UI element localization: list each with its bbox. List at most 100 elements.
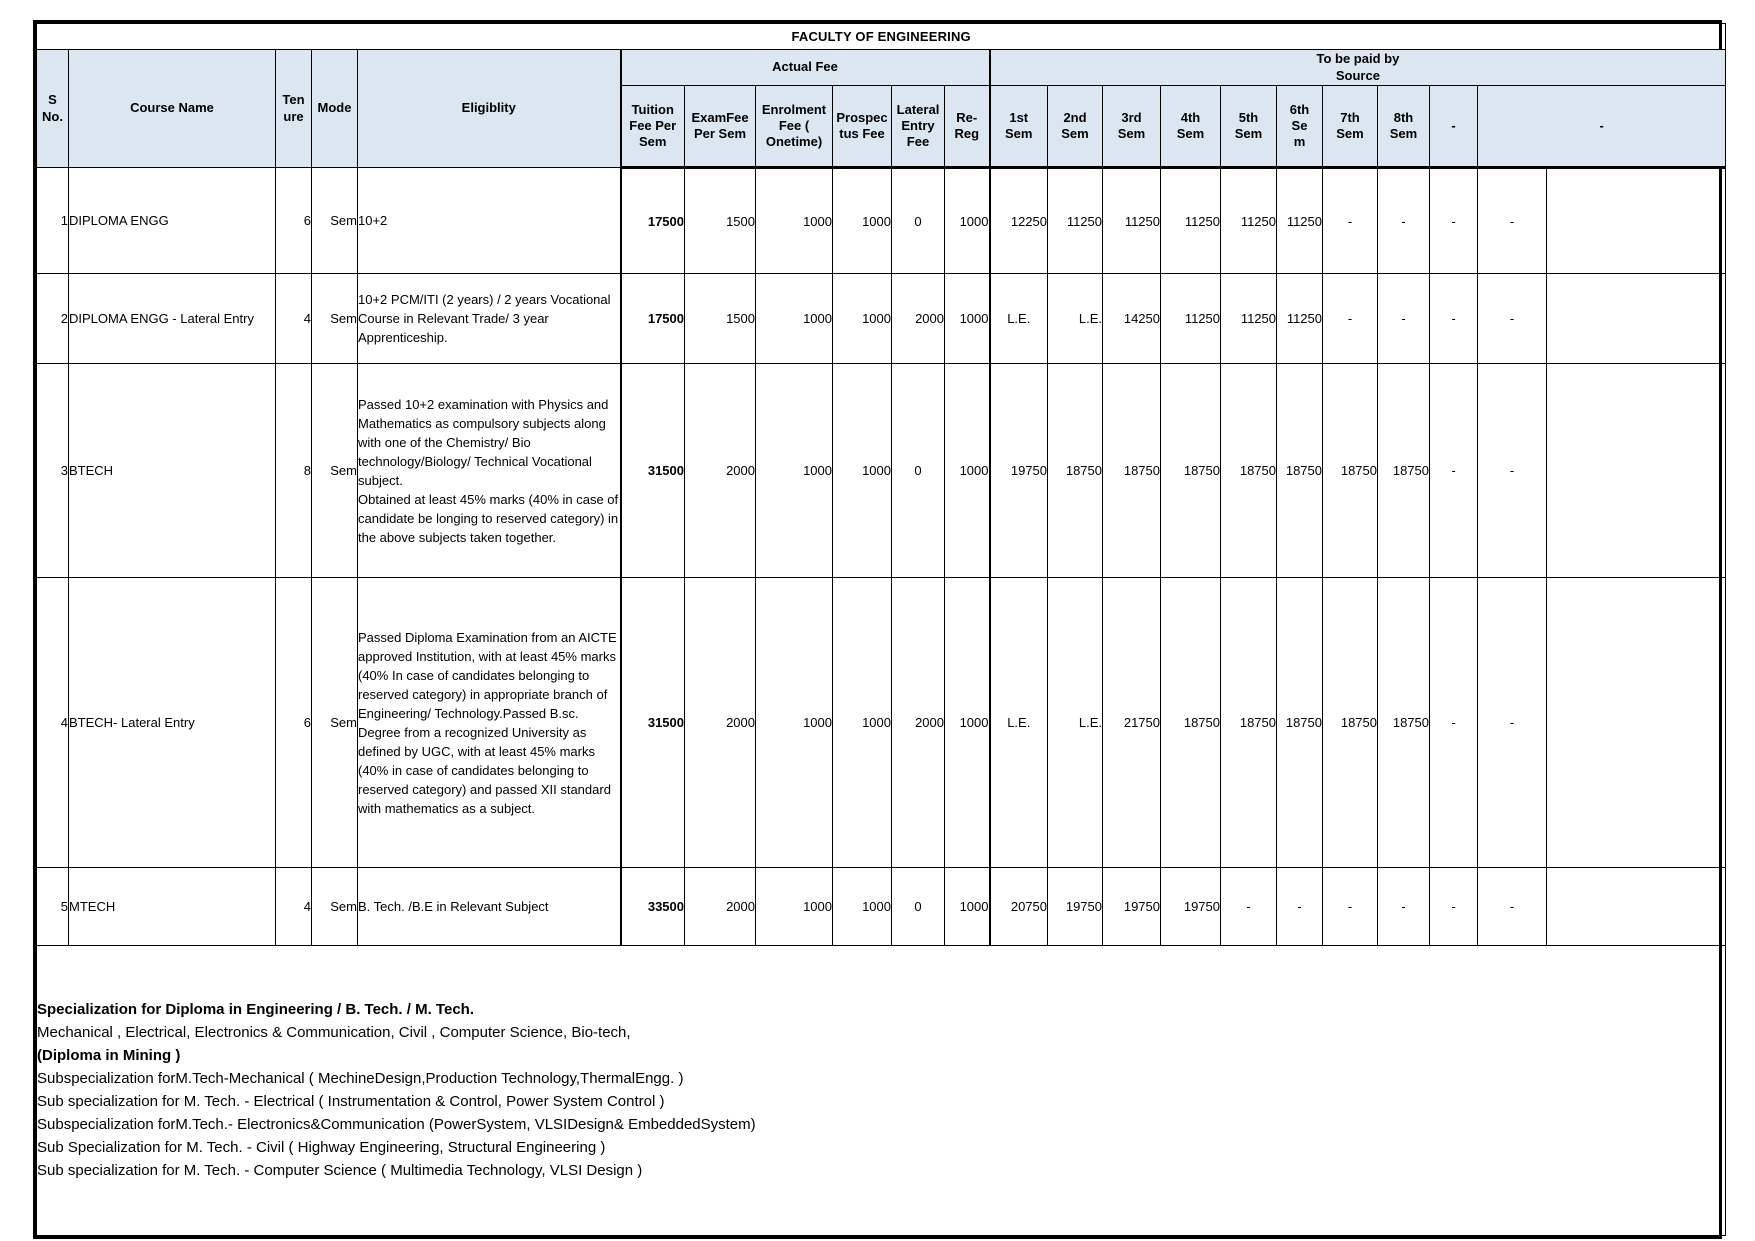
cell-dash-2: - <box>1477 577 1547 868</box>
cell-dash-2: - <box>1477 363 1547 578</box>
col-header-sem-7: 7th Sem <box>1322 85 1378 169</box>
cell-lateral-entry-fee: 2000 <box>891 273 945 364</box>
cell-re-reg: 1000 <box>944 273 990 364</box>
cell-tenure: 8 <box>275 363 312 578</box>
cell-sem-8: - <box>1377 167 1430 274</box>
cell-eligibility: Passed Diploma Examination from an AICTE… <box>357 577 621 868</box>
cell-eligibility: Passed 10+2 examination with Physics and… <box>357 363 621 578</box>
cell-enrolment-fee: 1000 <box>755 363 833 578</box>
col-header-sem-4: 4th Sem <box>1160 85 1221 169</box>
cell-tuition-fee: 33500 <box>619 867 685 946</box>
cell-trailing <box>1545 167 1727 274</box>
cell-tenure: 4 <box>275 867 312 946</box>
table-row-btech-lateral: 4 BTECH- Lateral Entry 6 Sem Passed Dipl… <box>36 577 1727 868</box>
note-line: Sub Specialization for M. Tech. - Civil … <box>37 1138 606 1156</box>
cell-trailing <box>1545 867 1727 946</box>
col-header-course-name: Course Name <box>68 49 276 168</box>
cell-sem-7: - <box>1322 867 1378 946</box>
cell-prospectus-fee: 1000 <box>832 867 892 946</box>
cell-sem-6: 18750 <box>1276 363 1323 578</box>
cell-dash-1: - <box>1429 577 1478 868</box>
cell-tuition-fee: 31500 <box>619 363 685 578</box>
cell-sem-2: L.E. <box>1047 577 1103 868</box>
table-row-diploma-engg: 1 DIPLOMA ENGG 6 Sem 10+2 17500 1500 100… <box>36 167 1727 274</box>
cell-re-reg: 1000 <box>944 167 990 274</box>
group-header-row: S No. Course Name Ten ure Mode Eligiblit… <box>36 49 1727 168</box>
footer-row: Specialization for Diploma in Engineerin… <box>35 945 1727 1236</box>
cell-lateral-entry-fee: 0 <box>891 167 945 274</box>
col-header-sno: S No. <box>36 49 69 168</box>
cell-sem-8: 18750 <box>1377 577 1430 868</box>
cell-dash-1: - <box>1429 363 1478 578</box>
specialization-notes: Specialization for Diploma in Engineerin… <box>35 945 1727 1236</box>
cell-prospectus-fee: 1000 <box>832 273 892 364</box>
note-line: Subspecialization forM.Tech.- Electronic… <box>37 1115 756 1133</box>
cell-sem-3: 19750 <box>1102 867 1161 946</box>
cell-sno: 2 <box>36 273 69 364</box>
cell-sem-2: 11250 <box>1047 167 1103 274</box>
cell-sem-5: 18750 <box>1220 577 1277 868</box>
cell-sem-2: L.E. <box>1047 273 1103 364</box>
cell-prospectus-fee: 1000 <box>832 363 892 578</box>
cell-course-name: DIPLOMA ENGG - Lateral Entry <box>68 273 276 364</box>
col-header-sem-1: 1st Sem <box>988 85 1048 169</box>
column-header-row: Tuition Fee Per Sem ExamFee Per Sem Enro… <box>37 85 1727 169</box>
col-header-tuition-fee: Tuition Fee Per Sem <box>619 85 685 169</box>
cell-exam-fee: 2000 <box>684 577 756 868</box>
note-line: Mechanical , Electrical, Electronics & C… <box>37 1023 631 1041</box>
cell-sno: 1 <box>36 167 69 274</box>
cell-enrolment-fee: 1000 <box>755 167 833 274</box>
col-header-mode: Mode <box>311 49 358 168</box>
cell-sno: 4 <box>36 577 69 868</box>
cell-trailing <box>1545 273 1727 364</box>
cell-lateral-entry-fee: 0 <box>891 867 945 946</box>
cell-sem-6: 11250 <box>1276 167 1323 274</box>
cell-eligibility: 10+2 <box>357 167 621 274</box>
cell-mode: Sem <box>311 167 358 274</box>
col-header-sem-8: 8th Sem <box>1377 85 1430 169</box>
cell-sem-5: - <box>1220 867 1277 946</box>
cell-enrolment-fee: 1000 <box>755 273 833 364</box>
cell-eligibility: 10+2 PCM/ITI (2 years) / 2 years Vocatio… <box>357 273 621 364</box>
cell-tuition-fee: 17500 <box>619 273 685 364</box>
cell-re-reg: 1000 <box>944 577 990 868</box>
cell-dash-1: - <box>1429 273 1478 364</box>
cell-course-name: DIPLOMA ENGG <box>68 167 276 274</box>
cell-sem-4: 11250 <box>1160 167 1221 274</box>
cell-sem-4: 19750 <box>1160 867 1221 946</box>
cell-mode: Sem <box>311 577 358 868</box>
cell-enrolment-fee: 1000 <box>755 577 833 868</box>
cell-dash-1: - <box>1429 167 1478 274</box>
cell-sem-3: 18750 <box>1102 363 1161 578</box>
cell-sem-4: 11250 <box>1160 273 1221 364</box>
group-header-paid-by-source: To be paid by Source <box>988 49 1727 86</box>
cell-sem-1: 19750 <box>988 363 1048 578</box>
cell-prospectus-fee: 1000 <box>832 577 892 868</box>
cell-sem-3: 21750 <box>1102 577 1161 868</box>
cell-exam-fee: 2000 <box>684 867 756 946</box>
cell-sem-5: 11250 <box>1220 167 1277 274</box>
cell-sem-3: 14250 <box>1102 273 1161 364</box>
cell-dash-2: - <box>1477 167 1547 274</box>
col-header-prospectus-fee: Prospec tus Fee <box>832 85 892 169</box>
cell-sem-8: - <box>1377 273 1430 364</box>
cell-trailing <box>1545 363 1727 578</box>
cell-exam-fee: 1500 <box>684 273 756 364</box>
cell-tenure: 6 <box>275 577 312 868</box>
cell-sem-7: 18750 <box>1322 577 1378 868</box>
cell-course-name: BTECH- Lateral Entry <box>68 577 276 868</box>
cell-sem-4: 18750 <box>1160 363 1221 578</box>
cell-sem-4: 18750 <box>1160 577 1221 868</box>
col-header-dash-2: - <box>1476 85 1727 169</box>
cell-mode: Sem <box>311 867 358 946</box>
cell-sem-2: 18750 <box>1047 363 1103 578</box>
table-row-mtech: 5 MTECH 4 Sem B. Tech. /B.E in Relevant … <box>36 867 1727 946</box>
cell-course-name: MTECH <box>68 867 276 946</box>
cell-sem-6: - <box>1276 867 1323 946</box>
note-line: Sub specialization for M. Tech. - Comput… <box>37 1161 643 1179</box>
cell-sem-1: L.E. <box>988 577 1048 868</box>
note-line: Specialization for Diploma in Engineerin… <box>37 1000 474 1018</box>
table-row-diploma-engg-lateral: 2 DIPLOMA ENGG - Lateral Entry 4 Sem 10+… <box>36 273 1727 364</box>
cell-tenure: 6 <box>275 167 312 274</box>
